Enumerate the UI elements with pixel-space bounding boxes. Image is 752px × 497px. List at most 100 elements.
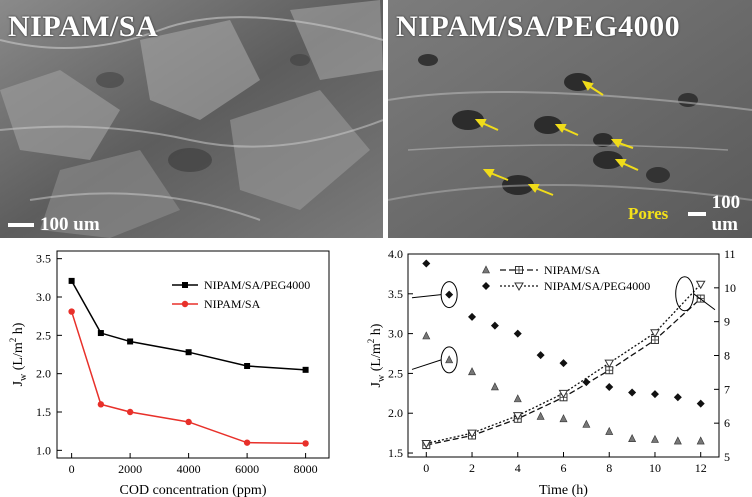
y2-tick-label: 5 xyxy=(724,450,730,464)
data-point xyxy=(582,419,591,428)
series-line xyxy=(426,298,702,446)
guide-arrow xyxy=(411,359,442,370)
guide-arrow xyxy=(693,293,716,311)
x-tick-label: 0 xyxy=(423,461,429,475)
data-point xyxy=(559,393,568,402)
y-tick-label: 2.0 xyxy=(36,367,51,381)
sem-title-right: NIPAM/SA/PEG4000 xyxy=(396,10,681,43)
data-point xyxy=(422,259,431,268)
data-point xyxy=(695,280,706,290)
y-tick-label: 2.0 xyxy=(388,406,403,420)
x-tick-label: 10 xyxy=(649,461,661,475)
y-tick-label: 1.0 xyxy=(36,443,51,457)
y2-tick-label: 7 xyxy=(724,382,730,396)
legend-label: NIPAM/SA/PEG4000 xyxy=(204,278,310,292)
data-point xyxy=(650,434,659,443)
data-point xyxy=(605,382,614,391)
x-tick-label: 4 xyxy=(515,461,521,475)
legend-marker xyxy=(182,282,188,288)
data-point xyxy=(696,436,705,445)
data-point xyxy=(68,277,75,284)
y-tick-label: 2.5 xyxy=(36,328,51,342)
scale-bar-left: 100 um xyxy=(8,214,100,236)
x-tick-label: 4000 xyxy=(177,462,201,476)
data-point xyxy=(513,394,522,403)
plot-frame xyxy=(56,250,330,459)
sem-image-nipam-sa-peg4000: NIPAM/SA/PEG4000 Pores 100 um xyxy=(388,0,752,238)
data-point xyxy=(696,294,705,303)
data-point xyxy=(185,418,192,426)
guide-ellipse-triangle xyxy=(440,346,458,374)
y2-tick-label: 9 xyxy=(724,315,730,329)
data-point xyxy=(512,412,523,421)
y-tick-label: 3.0 xyxy=(36,290,51,304)
data-point xyxy=(185,349,192,356)
data-point xyxy=(628,388,637,397)
scale-bar-right: 100 um xyxy=(688,192,752,236)
pore-arrows xyxy=(474,80,639,196)
legend-marker xyxy=(482,265,490,274)
guide-ellipse-flux xyxy=(675,276,695,312)
data-point xyxy=(468,312,477,321)
data-point xyxy=(604,359,615,369)
data-point xyxy=(650,335,659,344)
series-line xyxy=(70,311,306,445)
data-point xyxy=(536,351,545,360)
y-tick-label: 1.5 xyxy=(36,405,51,419)
series-line xyxy=(70,280,306,371)
x-tick-label: 6000 xyxy=(235,462,259,476)
data-point xyxy=(126,408,134,416)
y-tick-label: 4.0 xyxy=(388,247,403,261)
y-axis-label: Jw (L/m2 h) xyxy=(366,323,387,387)
y2-tick-label: 10 xyxy=(724,281,736,295)
y-tick-label: 3.0 xyxy=(388,327,403,341)
x-tick-label: 2 xyxy=(469,461,475,475)
data-point xyxy=(490,382,499,391)
data-point xyxy=(302,366,309,373)
data-point xyxy=(422,331,431,340)
data-point xyxy=(582,378,591,387)
data-point xyxy=(558,389,569,399)
data-point xyxy=(490,321,499,330)
y2-tick-label: 11 xyxy=(724,247,736,261)
legend-marker xyxy=(515,266,523,274)
legend-label: NIPAM/SA xyxy=(544,263,601,277)
data-point xyxy=(513,414,522,423)
y2-tick-label: 6 xyxy=(724,416,730,430)
legend-marker xyxy=(514,282,524,292)
data-point xyxy=(605,366,614,375)
x-axis-label: COD concentration (ppm) xyxy=(120,483,267,497)
x-tick-label: 12 xyxy=(695,461,707,475)
data-point xyxy=(467,429,477,439)
data-point xyxy=(445,355,454,364)
y-axis-label: Jw (L/m2 h) xyxy=(8,322,29,386)
data-point xyxy=(628,434,637,442)
data-point xyxy=(468,431,477,440)
y2-tick-label: 8 xyxy=(724,349,730,363)
data-point xyxy=(97,330,104,337)
data-point xyxy=(650,329,660,338)
x-tick-label: 8 xyxy=(606,461,612,475)
legend-marker xyxy=(181,300,189,308)
legend-label: NIPAM/SA/PEG4000 xyxy=(544,279,650,293)
legend-label: NIPAM/SA xyxy=(204,297,261,311)
guide-arrow xyxy=(411,294,442,299)
scale-label-left: 100 um xyxy=(40,214,100,235)
data-point xyxy=(605,426,614,435)
y-tick-label: 3.5 xyxy=(36,252,51,266)
sem-image-nipam-sa: NIPAM/SA 100 um xyxy=(0,0,383,238)
data-point xyxy=(244,363,251,369)
data-point xyxy=(97,401,105,408)
data-point xyxy=(513,329,522,338)
data-point xyxy=(559,359,568,368)
data-point xyxy=(650,390,659,399)
scale-label-right: 100 um xyxy=(711,192,741,235)
data-point xyxy=(127,338,134,345)
data-point xyxy=(696,399,705,408)
y-tick-label: 2.5 xyxy=(388,366,403,380)
x-axis-label-2: Time (h) xyxy=(539,483,588,497)
guide-ellipse-diamond xyxy=(440,281,458,309)
data-point xyxy=(468,367,477,376)
data-point xyxy=(673,393,682,402)
data-point xyxy=(422,441,431,450)
